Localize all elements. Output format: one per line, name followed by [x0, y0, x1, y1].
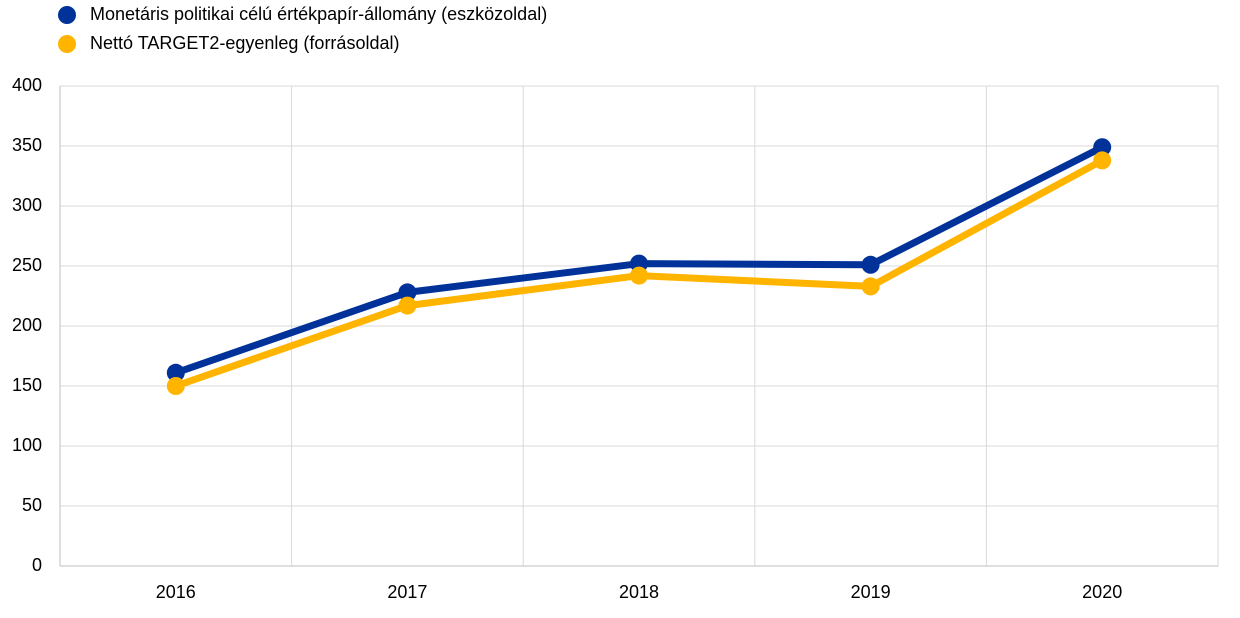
y-tick-label: 50 — [22, 495, 42, 515]
y-tick-label: 200 — [12, 315, 42, 335]
x-tick-label: 2019 — [851, 582, 891, 602]
y-tick-label: 300 — [12, 195, 42, 215]
data-point — [1093, 138, 1112, 157]
data-point — [1093, 151, 1112, 170]
data-point — [861, 255, 880, 274]
data-point — [398, 296, 417, 315]
x-tick-label: 2020 — [1082, 582, 1122, 602]
legend-label: Monetáris politikai célú értékpapír-állo… — [90, 4, 547, 24]
y-tick-label: 0 — [32, 555, 42, 575]
data-point — [166, 363, 185, 382]
data-point — [166, 377, 185, 395]
y-tick-label: 100 — [12, 435, 42, 455]
x-tick-label: 2017 — [387, 582, 427, 602]
x-tick-label: 2016 — [156, 582, 196, 602]
data-point — [861, 277, 880, 296]
y-tick-label: 350 — [12, 135, 42, 155]
y-tick-label: 250 — [12, 255, 42, 275]
data-point — [398, 283, 417, 302]
x-tick-label: 2018 — [619, 582, 659, 602]
data-point — [630, 266, 648, 285]
y-tick-label: 150 — [12, 375, 42, 395]
y-tick-label: 400 — [12, 75, 42, 95]
legend-marker — [58, 35, 76, 53]
legend-marker — [58, 6, 76, 24]
legend-label: Nettó TARGET2-egyenleg (forrásoldal) — [90, 33, 399, 53]
